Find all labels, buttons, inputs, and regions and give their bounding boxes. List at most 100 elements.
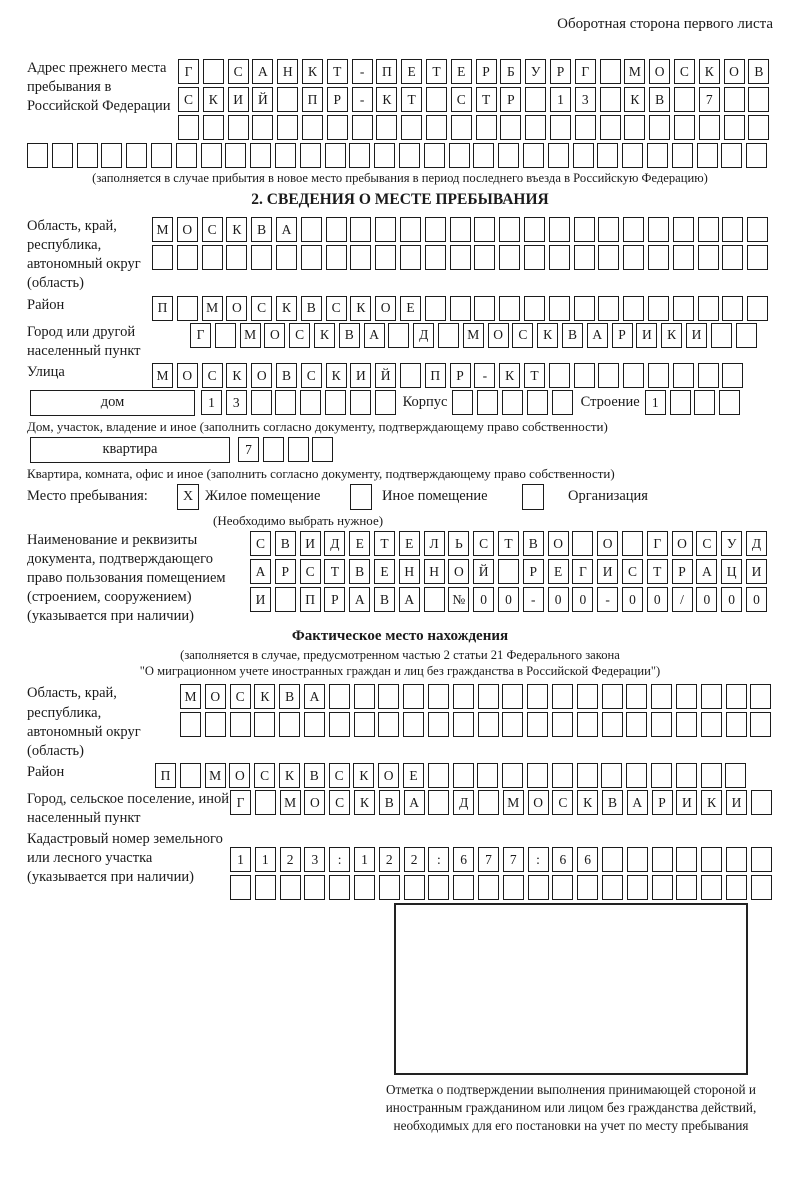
char-cell[interactable]	[626, 684, 648, 710]
char-cell[interactable]	[76, 143, 98, 168]
char-cell[interactable]	[626, 847, 648, 873]
char-cell[interactable]: С	[621, 558, 643, 584]
char-cell[interactable]: И	[636, 322, 658, 348]
char-cell[interactable]	[723, 87, 745, 112]
char-cell[interactable]	[474, 217, 496, 242]
char-cell[interactable]: С	[227, 59, 249, 84]
char-cell[interactable]	[698, 115, 720, 140]
char-cell[interactable]: А	[252, 59, 274, 84]
char-cell[interactable]	[325, 217, 347, 242]
char-cell[interactable]: Г	[178, 59, 199, 84]
char-cell[interactable]: О	[229, 762, 251, 788]
char-cell[interactable]: В	[349, 558, 371, 584]
char-cell[interactable]: 2	[378, 847, 400, 873]
char-cell[interactable]: Е	[373, 558, 395, 584]
char-cell[interactable]: В	[274, 530, 296, 556]
char-cell[interactable]: А	[626, 789, 648, 815]
char-cell[interactable]	[403, 684, 425, 710]
char-cell[interactable]	[675, 684, 697, 710]
char-cell[interactable]	[204, 712, 226, 738]
char-cell[interactable]: О	[176, 362, 198, 388]
char-cell[interactable]: С	[473, 530, 495, 556]
char-cell[interactable]	[423, 143, 445, 168]
char-cell[interactable]	[274, 586, 296, 612]
char-cell[interactable]: -	[597, 586, 619, 612]
char-cell[interactable]	[622, 143, 644, 168]
char-cell[interactable]	[573, 295, 595, 321]
char-cell[interactable]: П	[301, 87, 323, 112]
char-cell[interactable]: П	[155, 762, 176, 788]
char-cell[interactable]	[312, 437, 334, 463]
char-cell[interactable]: А	[586, 322, 608, 348]
char-cell[interactable]: О	[723, 59, 745, 84]
char-cell[interactable]	[576, 684, 598, 710]
char-cell[interactable]	[275, 390, 297, 416]
char-cell[interactable]	[326, 115, 348, 140]
char-cell[interactable]	[527, 875, 549, 901]
char-cell[interactable]	[502, 762, 524, 788]
char-cell[interactable]: М	[624, 59, 646, 84]
char-cell[interactable]: 1	[644, 390, 666, 416]
char-cell[interactable]: О	[487, 322, 509, 348]
char-cell[interactable]: Р	[651, 789, 673, 815]
char-cell[interactable]: К	[661, 322, 683, 348]
char-cell[interactable]	[226, 245, 248, 270]
char-cell[interactable]	[474, 245, 496, 270]
char-cell[interactable]	[647, 295, 669, 321]
char-cell[interactable]	[673, 115, 695, 140]
char-cell[interactable]	[597, 143, 619, 168]
char-cell[interactable]: Р	[549, 59, 571, 84]
char-cell[interactable]: В	[338, 322, 360, 348]
char-cell[interactable]	[427, 762, 449, 788]
char-cell[interactable]: В	[373, 586, 395, 612]
char-cell[interactable]	[626, 712, 648, 738]
char-cell[interactable]: :	[527, 847, 549, 873]
char-cell[interactable]: Р	[324, 586, 346, 612]
char-cell[interactable]: К	[353, 762, 375, 788]
char-cell[interactable]	[623, 295, 645, 321]
char-cell[interactable]	[624, 115, 646, 140]
char-cell[interactable]: С	[201, 217, 223, 242]
char-cell[interactable]	[452, 762, 474, 788]
char-cell[interactable]	[424, 295, 446, 321]
char-cell[interactable]	[254, 712, 276, 738]
char-cell[interactable]: Е	[349, 530, 371, 556]
char-cell[interactable]: 3	[225, 390, 247, 416]
char-cell[interactable]	[750, 875, 772, 901]
char-cell[interactable]: -	[522, 586, 544, 612]
char-cell[interactable]	[523, 245, 545, 270]
char-cell[interactable]: М	[152, 362, 173, 388]
char-cell[interactable]	[180, 712, 201, 738]
char-cell[interactable]	[230, 875, 251, 901]
char-cell[interactable]	[549, 115, 571, 140]
char-cell[interactable]	[202, 59, 224, 84]
char-cell[interactable]: Р	[522, 558, 544, 584]
char-cell[interactable]	[179, 762, 201, 788]
char-cell[interactable]	[651, 875, 673, 901]
char-cell[interactable]	[401, 115, 423, 140]
char-cell[interactable]: 3	[304, 847, 326, 873]
char-cell[interactable]: 0	[473, 586, 495, 612]
char-cell[interactable]	[452, 390, 474, 416]
char-cell[interactable]: О	[527, 789, 549, 815]
char-cell[interactable]: О	[375, 295, 397, 321]
char-cell[interactable]	[651, 847, 673, 873]
house-type-box[interactable]: дом	[30, 389, 195, 416]
char-cell[interactable]	[551, 762, 573, 788]
char-cell[interactable]	[672, 217, 694, 242]
char-cell[interactable]	[725, 762, 747, 788]
char-cell[interactable]: О	[204, 684, 226, 710]
char-cell[interactable]	[551, 712, 573, 738]
char-cell[interactable]: К	[226, 217, 248, 242]
char-cell[interactable]: В	[561, 322, 583, 348]
char-cell[interactable]	[277, 115, 299, 140]
char-cell[interactable]	[697, 362, 719, 388]
checkbox-organization[interactable]	[522, 483, 544, 510]
char-cell[interactable]	[477, 762, 499, 788]
char-cell[interactable]	[424, 245, 446, 270]
char-cell[interactable]: С	[696, 530, 718, 556]
char-cell[interactable]: 0	[721, 586, 743, 612]
char-cell[interactable]	[649, 115, 671, 140]
char-cell[interactable]	[376, 115, 398, 140]
char-cell[interactable]: Д	[745, 530, 767, 556]
